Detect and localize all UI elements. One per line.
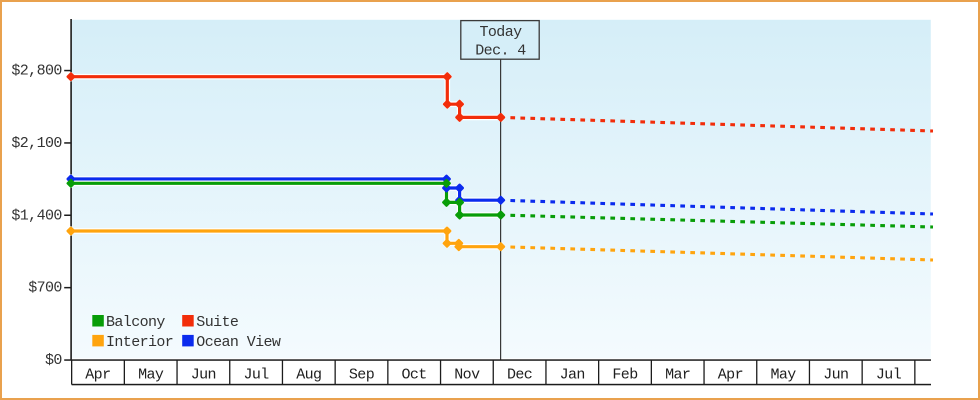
svg-text:Interior: Interior: [106, 334, 173, 351]
svg-text:Mar: Mar: [665, 366, 690, 383]
svg-text:Jun: Jun: [823, 366, 848, 383]
svg-text:Apr: Apr: [718, 366, 743, 383]
svg-text:Balcony: Balcony: [106, 314, 165, 331]
svg-text:Dec. 4: Dec. 4: [475, 42, 526, 59]
svg-text:Nov: Nov: [454, 366, 480, 383]
svg-text:$700: $700: [28, 280, 62, 297]
svg-text:Sep: Sep: [349, 366, 374, 383]
svg-text:Oct: Oct: [401, 366, 426, 383]
svg-text:May: May: [770, 366, 796, 383]
svg-text:Apr: Apr: [85, 366, 110, 383]
svg-text:Jan: Jan: [560, 366, 585, 383]
svg-text:Aug: Aug: [296, 366, 321, 383]
svg-text:$1,400: $1,400: [11, 207, 62, 224]
svg-text:$2,100: $2,100: [11, 135, 62, 152]
svg-text:$2,800: $2,800: [11, 63, 62, 80]
svg-text:Jul: Jul: [876, 366, 902, 383]
svg-text:Feb: Feb: [612, 366, 637, 383]
svg-text:$0: $0: [45, 352, 62, 369]
svg-text:Ocean View: Ocean View: [196, 334, 281, 351]
svg-text:May: May: [138, 366, 164, 383]
svg-text:Jul: Jul: [243, 366, 269, 383]
svg-text:Suite: Suite: [196, 314, 239, 331]
svg-text:Today: Today: [479, 24, 522, 41]
svg-text:Jun: Jun: [191, 366, 216, 383]
svg-text:Dec: Dec: [507, 366, 532, 383]
